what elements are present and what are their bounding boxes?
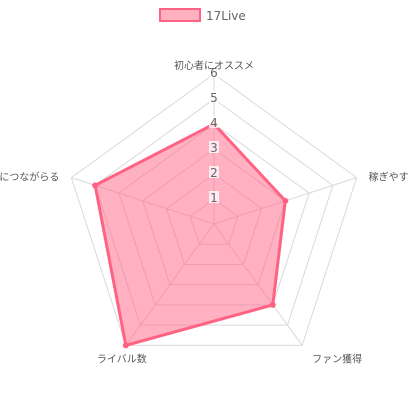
legend-swatch-17live[interactable] — [159, 8, 201, 22]
grid-ring-6 — [70, 73, 358, 346]
data-point-2[interactable] — [269, 301, 276, 308]
tick-bg-2 — [209, 166, 219, 178]
axis-label-1: 稼ぎやすさ — [369, 171, 410, 184]
tick-bg-6 — [209, 66, 219, 78]
axis-label-3: ライバル数 — [97, 352, 147, 365]
axis-label-2: ファン獲得 — [312, 352, 362, 365]
tick-bg-5 — [209, 91, 219, 103]
tick-label-3: 3 — [210, 141, 218, 155]
tick-bg-3 — [209, 141, 219, 153]
radar-axis-labels: 初心者にオススメ稼ぎやすさファン獲得 ライバル数 夢につながらる — [0, 59, 410, 365]
series-area-17live — [93, 122, 287, 347]
tick-bg-1 — [209, 191, 219, 203]
legend[interactable]: 17Live — [159, 8, 246, 23]
tick-label-6: 6 — [210, 66, 218, 80]
data-point-3[interactable] — [122, 342, 129, 349]
legend-label-17live[interactable]: 17Live — [206, 9, 246, 23]
tick-label-1: 1 — [210, 191, 218, 205]
axis-label-4: 夢につながらる — [0, 171, 59, 184]
grid-ring-5 — [94, 98, 334, 326]
data-point-1[interactable] — [282, 197, 289, 204]
data-point-4[interactable] — [92, 182, 99, 189]
radar-ticks: 1 2 3 4 5 6 — [209, 66, 219, 205]
tick-label-5: 5 — [210, 91, 218, 105]
radar-series — [92, 121, 289, 349]
axis-label-0: 初心者にオススメ — [174, 59, 254, 72]
tick-label-2: 2 — [210, 166, 218, 180]
tick-bg-4 — [209, 116, 219, 128]
tick-label-4: 4 — [210, 116, 218, 130]
